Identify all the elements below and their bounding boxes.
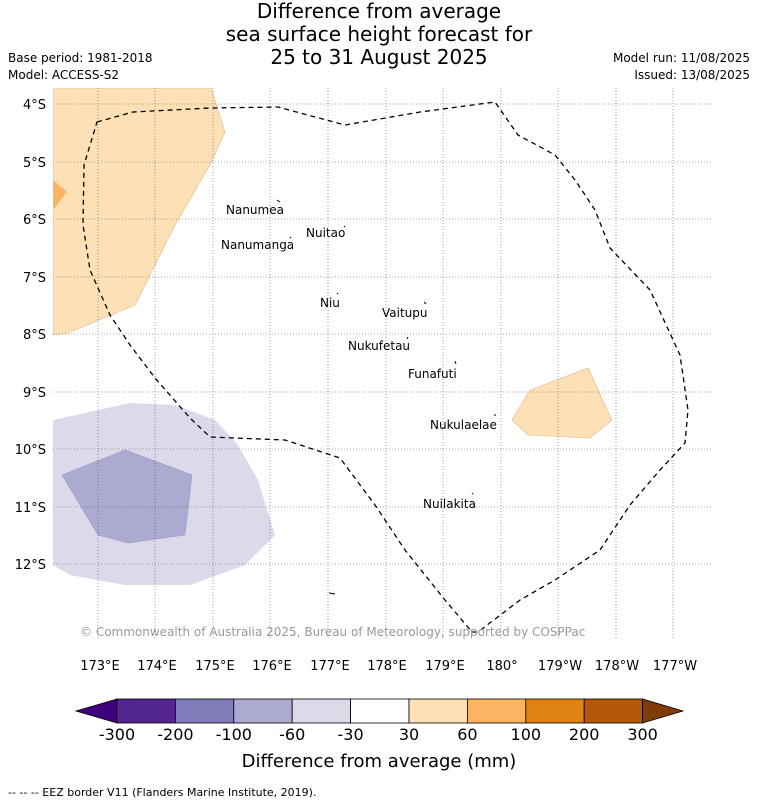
lon-label-177e: 177°E	[310, 659, 350, 674]
colorbar-tick-label: -30	[338, 725, 364, 744]
model-name: Model: ACCESS-S2	[8, 68, 120, 82]
title-line-2: sea surface height forecast for	[225, 22, 533, 46]
place-label-funafuti: Funafuti	[408, 367, 457, 381]
colorbar-title: Difference from average (mm)	[242, 751, 517, 772]
lon-label-179w: 179°W	[538, 659, 582, 674]
graticule	[53, 88, 713, 640]
place-label-nanumanga: Nanumanga	[221, 238, 294, 252]
place-label-niu: Niu	[320, 296, 340, 310]
lon-label-180: 180°	[486, 659, 517, 674]
colorbar-swatch-9	[583, 698, 644, 724]
colorbar-tick-label: 200	[569, 725, 600, 744]
lat-label-8s: 8°S	[23, 328, 46, 343]
copyright-credit: © Commonwealth of Australia 2025, Bureau…	[80, 625, 585, 639]
lon-label-179e: 179°E	[425, 659, 465, 674]
place-label-nanumea: Nanumea	[226, 203, 284, 217]
place-label-vaitupu: Vaitupu	[382, 306, 428, 320]
colorbar-swatch-3	[233, 698, 293, 724]
colorbar-swatch-4	[291, 698, 352, 724]
strong-positive-anomaly-west	[53, 180, 67, 210]
colorbar-tick-label: -300	[99, 725, 135, 744]
colorbar-tick-label: 100	[511, 725, 542, 744]
lon-label-175e: 175°E	[195, 659, 235, 674]
colorbar-extend-low	[74, 698, 118, 724]
colorbar-tick-label: 30	[399, 725, 419, 744]
island-markers	[276, 199, 496, 595]
place-label-nuitao: Nuitao	[306, 226, 345, 240]
place-label-nukulaelae: Nukulaelae	[430, 418, 497, 432]
colorbar-tick-labels: -300 -200 -100 -60 -30 30 60 100 200 300	[99, 725, 658, 744]
title-line-3: 25 to 31 August 2025	[270, 45, 488, 69]
lat-label-5s: 5°S	[23, 156, 46, 171]
lon-label-178e: 178°E	[367, 659, 407, 674]
colorbar	[74, 698, 685, 724]
colorbar-swatch-1	[116, 698, 176, 724]
lon-label-176e: 176°E	[252, 659, 292, 674]
colorbar-swatch-5	[350, 698, 410, 724]
colorbar-tick-label: -100	[216, 725, 252, 744]
colorbar-extend-high	[642, 698, 685, 724]
colorbar-swatch-7	[466, 698, 527, 724]
title-line-1: Difference from average	[256, 0, 502, 23]
longitude-labels: 173°E 174°E 175°E 176°E 177°E 178°E 179°…	[80, 659, 697, 674]
lon-label-178w: 178°W	[595, 659, 639, 674]
lat-label-9s: 9°S	[23, 386, 46, 401]
lat-label-12s: 12°S	[15, 558, 46, 573]
colorbar-swatch-6	[408, 698, 468, 724]
map-title: Difference from average sea surface heig…	[0, 0, 758, 69]
map-area: Nanumea Nanumanga Nuitao Niu Vaitupu Nuk…	[53, 88, 713, 640]
lon-label-177w: 177°W	[653, 659, 697, 674]
lon-label-173e: 173°E	[80, 659, 120, 674]
lat-label-6s: 6°S	[23, 213, 46, 228]
lat-label-10s: 10°S	[15, 443, 46, 458]
place-label-nukufetau: Nukufetau	[348, 339, 410, 353]
eez-legend-note: -- -- -- EEZ border V11 (Flanders Marine…	[8, 786, 317, 799]
lat-label-7s: 7°S	[23, 271, 46, 286]
base-period: Base period: 1981-2018	[8, 51, 153, 65]
positive-anomaly-east	[511, 367, 613, 439]
colorbar-tick-label: 300	[627, 725, 658, 744]
lat-label-4s: 4°S	[23, 98, 46, 113]
model-run: Model run: 11/08/2025	[612, 51, 750, 65]
colorbar-tick-label: -200	[157, 725, 193, 744]
colorbar-swatch-8	[525, 698, 585, 724]
colorbar-tick-label: -60	[279, 725, 305, 744]
positive-anomaly-west	[53, 88, 226, 336]
lat-label-11s: 11°S	[15, 501, 46, 516]
issued-date: Issued: 13/08/2025	[634, 68, 750, 82]
latitude-labels: 4°S 5°S 6°S 7°S 8°S 9°S 10°S 11°S 12°S	[15, 98, 46, 573]
base-info: Base period: 1981-2018 Model: ACCESS-S2	[8, 50, 153, 84]
colorbar-tick-label: 60	[457, 725, 477, 744]
place-label-nuilakita: Nuilakita	[423, 497, 476, 511]
run-info: Model run: 11/08/2025 Issued: 13/08/2025	[613, 50, 750, 84]
colorbar-swatch-2	[174, 698, 235, 724]
lon-label-174e: 174°E	[137, 659, 177, 674]
